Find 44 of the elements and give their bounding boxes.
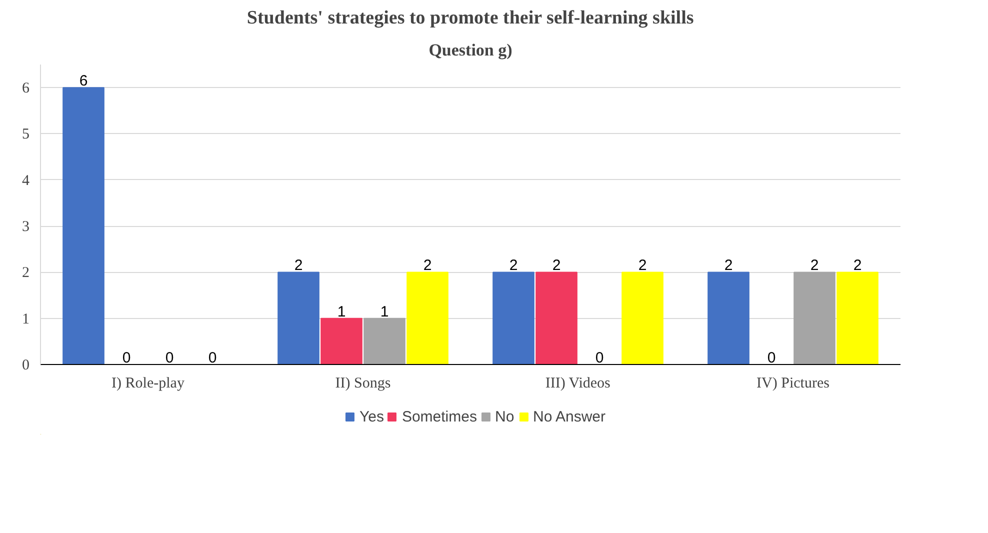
bar: [836, 272, 878, 364]
data-label: 0: [165, 350, 174, 366]
y-tick-label: 5: [22, 126, 30, 143]
x-tick-label: III) Videos: [545, 376, 611, 392]
data-label: 1: [380, 303, 389, 320]
bar: [492, 272, 534, 364]
data-label: 2: [509, 257, 518, 274]
bar: [708, 272, 750, 364]
bar: [406, 272, 448, 364]
bar: [794, 272, 836, 364]
legend-label: No Answer: [532, 408, 606, 425]
data-label: 2: [552, 257, 561, 274]
chart-subtitle: Question g): [428, 40, 512, 60]
bar: [278, 272, 320, 364]
x-tick-label: IV) Pictures: [756, 376, 830, 392]
data-label: 2: [423, 257, 432, 274]
y-tick-label: 2: [22, 265, 30, 282]
bar: [364, 318, 406, 364]
y-tick-label: 3: [22, 219, 30, 236]
data-label: 0: [767, 350, 776, 366]
data-label: 0: [122, 350, 131, 366]
bar: [320, 318, 362, 364]
legend-label: Yes: [359, 408, 384, 425]
legend-label: Sometimes: [402, 408, 477, 425]
y-tick-label: 0: [22, 358, 30, 374]
data-label: 2: [638, 257, 647, 274]
data-label: 1: [337, 303, 346, 320]
data-label: 0: [208, 350, 217, 366]
y-tick-label: 6: [22, 80, 30, 97]
bar: [62, 87, 104, 364]
data-label: 2: [853, 257, 862, 274]
bar: [536, 272, 578, 364]
data-label: 2: [724, 257, 733, 274]
x-tick-label: I) Role-play: [112, 376, 185, 392]
chart-title: Students' strategies to promote their self-learning skills: [246, 8, 694, 28]
data-label: 0: [595, 350, 604, 366]
legend-label: No: [494, 408, 515, 425]
data-label: 2: [294, 257, 303, 274]
bar: [622, 272, 664, 364]
x-tick-label: II) Songs: [335, 376, 391, 392]
y-tick-label: 4: [22, 172, 30, 189]
data-label: 6: [79, 72, 88, 90]
data-label: 2: [810, 257, 819, 274]
y-tick-label: 1: [22, 311, 30, 328]
